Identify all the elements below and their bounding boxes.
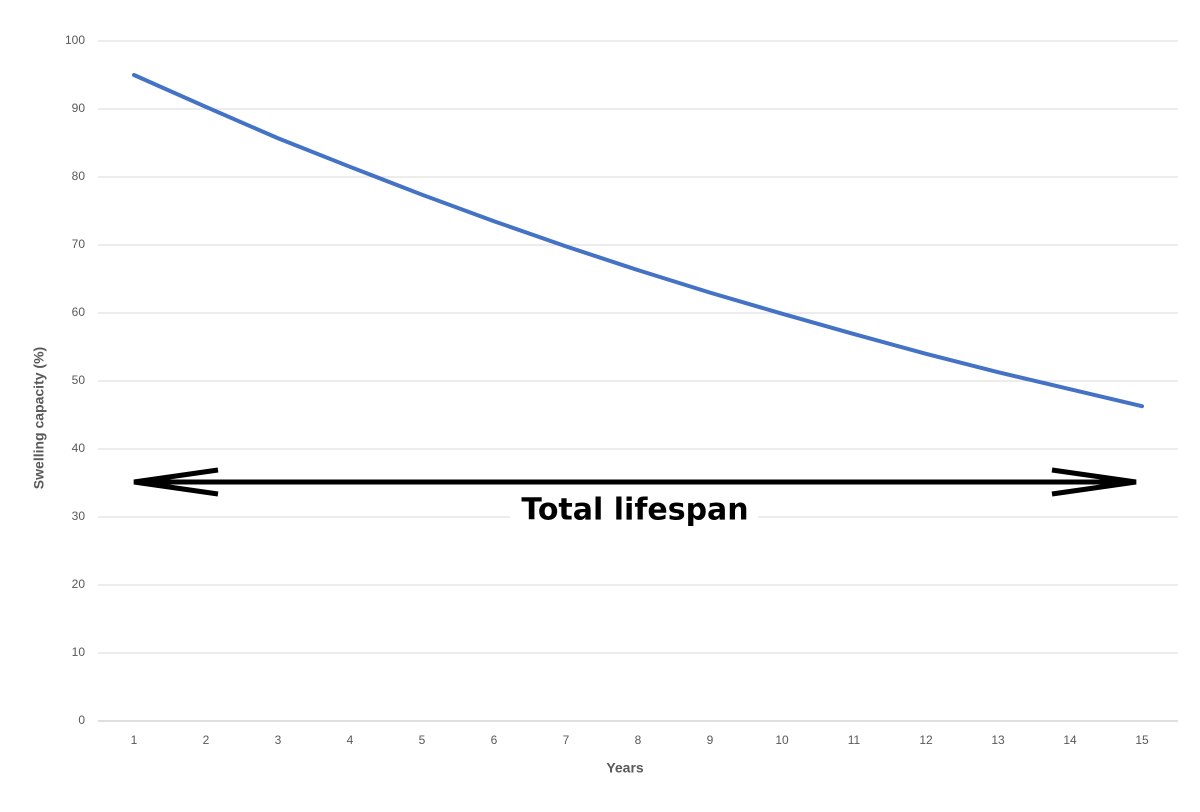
x-tick-label: 6 [491,733,498,747]
arrow-head-right [1051,467,1137,497]
x-tick-label: 14 [1063,733,1077,747]
y-axis-title: Swelling capacity (%) [31,347,47,489]
y-tick-label: 90 [72,101,86,115]
x-tick-label: 7 [563,733,570,747]
y-tick-label: 0 [78,713,85,727]
y-tick-label: 60 [72,305,86,319]
x-tick-label: 3 [275,733,282,747]
y-tick-label: 40 [72,441,86,455]
x-tick-label: 8 [635,733,642,747]
y-tick-label: 30 [72,509,86,523]
x-tick-label: 4 [347,733,354,747]
annotation-bg [510,490,758,532]
arrow-head-left [133,467,219,497]
x-axis-title: Years [606,760,644,776]
y-tick-label: 10 [72,645,86,659]
x-tick-label: 5 [419,733,426,747]
y-tick-label: 80 [72,169,86,183]
annotation: Total lifespan [521,493,748,528]
x-tick-label: 13 [991,733,1005,747]
x-tick-label: 1 [131,733,138,747]
x-tick-label: 2 [203,733,210,747]
y-tick-label: 50 [72,373,86,387]
x-tick-label: 11 [848,733,861,747]
y-tick-label: 70 [72,237,86,251]
y-tick-label: 100 [65,33,85,47]
x-tick-label: 9 [707,733,714,747]
y-tick-label: 20 [72,577,86,591]
x-tick-label: 12 [919,733,933,747]
data-line [132,73,1144,409]
x-tick-label: 15 [1135,733,1149,747]
x-tick-label: 10 [775,733,789,747]
